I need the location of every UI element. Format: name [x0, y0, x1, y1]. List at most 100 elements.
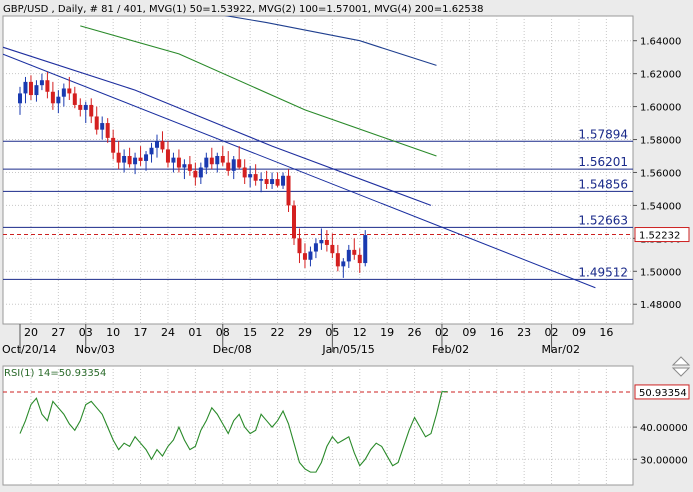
candle-body — [335, 253, 340, 267]
rsi-level-label: 50.93354 — [639, 388, 687, 399]
rsi-series — [19, 391, 448, 473]
x-tick-label: 29 — [298, 326, 312, 339]
scroll-up-icon — [671, 356, 691, 366]
price-y-axis: 1.480001.500001.520001.540001.560001.580… — [633, 37, 690, 311]
candle-body — [171, 157, 176, 163]
candle-body — [45, 80, 50, 92]
horizontal-level-label: 1.49512 — [578, 265, 628, 279]
candle-body — [83, 104, 88, 110]
candle-body — [100, 123, 105, 130]
x-tick-label: 15 — [243, 326, 257, 339]
x-tick-label: 09 — [572, 326, 586, 339]
x-tick-label: 16 — [490, 326, 504, 339]
price-tick-label: 1.58000 — [640, 136, 681, 147]
candle-body — [116, 152, 121, 163]
x-month-label: Jan/05/15 — [321, 343, 374, 356]
candle-body — [248, 174, 253, 178]
price-tick-label: 1.54000 — [640, 201, 681, 212]
candle-body — [242, 167, 247, 178]
trendline-group — [3, 53, 596, 289]
candle-body — [297, 238, 302, 254]
candle-body — [122, 156, 127, 163]
candle-body — [220, 156, 225, 163]
x-tick-label: 19 — [380, 326, 394, 339]
candle-body — [341, 261, 346, 267]
x-tick-label: 26 — [408, 326, 422, 339]
candle-body — [264, 179, 269, 184]
candle-body — [61, 88, 66, 97]
rsi-title: RSI(1) 14=50.93354 — [4, 368, 106, 379]
x-tick-label: 20 — [24, 326, 38, 339]
price-gridlines — [3, 16, 633, 324]
horizontal-level-label: 1.57894 — [578, 127, 628, 141]
x-month-label: Oct/20/14 — [2, 343, 56, 356]
candle-body — [165, 149, 170, 163]
candle-body — [28, 81, 33, 96]
candle-body — [302, 253, 307, 260]
candle-body — [89, 104, 94, 117]
x-tick-label: 24 — [161, 326, 175, 339]
candle-body — [253, 174, 258, 181]
candle-body — [127, 156, 132, 165]
candle-body — [226, 162, 231, 171]
candle-body — [281, 175, 286, 186]
candle-body — [198, 167, 203, 178]
candle-body — [94, 116, 99, 130]
candle-body — [160, 141, 165, 150]
scroll-down-icon — [671, 367, 691, 377]
candle-body — [308, 251, 313, 260]
price-tick-label: 1.60000 — [640, 103, 681, 114]
chart-info-line: GBP/USD , Daily, # 81 / 401, MVG(1) 50=1… — [3, 4, 484, 15]
candle-body — [330, 244, 335, 254]
candle-body — [357, 254, 362, 264]
x-tick-label: 10 — [106, 326, 120, 339]
candle-body — [231, 159, 236, 171]
x-month-label: Dec/08 — [213, 343, 252, 356]
x-tick-label: 09 — [462, 326, 476, 339]
horizontal-level-label: 1.52663 — [578, 213, 628, 227]
candle-body — [286, 175, 291, 206]
x-month-label: Nov/03 — [76, 343, 115, 356]
horizontal-level-label: 1.56201 — [578, 155, 628, 169]
rsi-y-axis: 30.00000 40.00000 50.93354 — [633, 384, 690, 466]
candle-body — [39, 80, 44, 86]
x-tick-label: 23 — [517, 326, 531, 339]
candle-body — [324, 240, 329, 245]
x-tick-label: 27 — [51, 326, 65, 339]
scroll-up-button[interactable] — [671, 356, 691, 366]
candle-body — [209, 157, 214, 165]
candle-body — [138, 157, 143, 161]
scroll-down-button[interactable] — [671, 367, 691, 377]
x-tick-label: 17 — [134, 326, 148, 339]
candle-body — [346, 249, 351, 262]
candle-body — [275, 179, 280, 186]
level-labels: 1.57894 1.56201 1.54856 1.52663 1.49512 — [578, 127, 628, 279]
candle-body — [237, 159, 242, 168]
candle-body — [270, 179, 275, 184]
candle-body — [215, 156, 220, 165]
x-month-label: Feb/02 — [432, 343, 469, 356]
candle-body — [176, 157, 181, 168]
candle-body — [204, 157, 209, 168]
candle-body — [34, 85, 39, 96]
candle-body — [259, 179, 264, 181]
rsi-line — [19, 391, 448, 473]
candle-body — [193, 170, 198, 178]
price-tick-label: 1.62000 — [640, 70, 681, 81]
moving-average-line — [80, 25, 437, 157]
candle-body — [144, 154, 149, 161]
price-panel: 1.57894 1.56201 1.54856 1.52663 1.49512 1.48… — [2, 4, 690, 325]
current-price-label: 1.52232 — [639, 231, 680, 242]
candle-body — [78, 104, 83, 110]
price-tick-label: 1.48000 — [640, 300, 681, 311]
date-x-axis: 20 27 03 10 17 24 01 08 15 22 29 05 12 19 26 02 09 16 23 02… — [2, 324, 613, 356]
candle-body — [149, 147, 154, 155]
rsi-panel: 30.00000 40.00000 50.93354 RSI(1) 14=50.93… — [2, 365, 690, 486]
rsi-tick-label: 40.00000 — [640, 423, 688, 434]
candle-body — [56, 96, 61, 104]
price-tick-label: 1.64000 — [640, 37, 681, 48]
moving-average-lines — [3, 16, 437, 206]
x-tick-label: 22 — [271, 326, 285, 339]
current-price-box — [634, 227, 690, 243]
